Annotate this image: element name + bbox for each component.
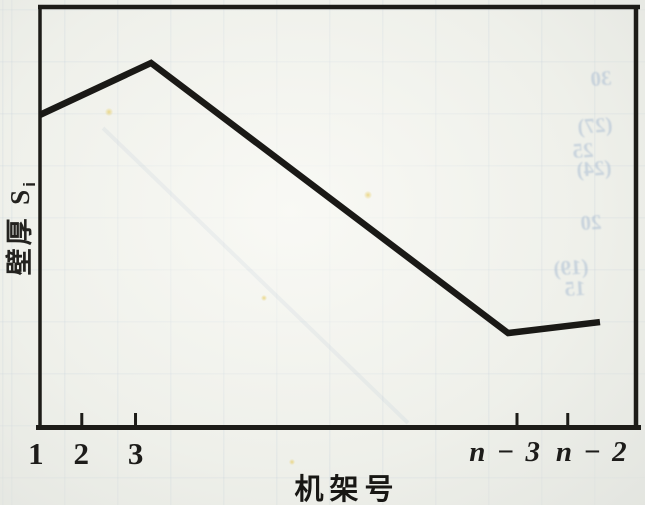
y-axis-title: 壁厚 Si <box>0 127 40 327</box>
yellow-speck-artifact <box>105 108 113 116</box>
x-tick-label: 3 <box>127 436 145 471</box>
wall-thickness-line-series <box>38 59 601 337</box>
x-axis-title: 机架号 <box>294 474 400 506</box>
y-axis-title-cjk: 壁厚 <box>4 204 35 276</box>
bleed-through-text: 20 <box>579 209 603 236</box>
y-axis-title-symbol: S <box>4 186 35 205</box>
x-tick-label: n − 3 <box>469 436 543 468</box>
bleed-through-text: (24) <box>575 155 613 182</box>
y-axis-title-subscript: i <box>20 179 40 187</box>
yellow-speck-artifact <box>289 459 295 465</box>
x-tick-label: 1 <box>28 436 45 471</box>
x-tick-label: n − 2 <box>555 436 629 468</box>
bleed-through-text: (27) <box>576 112 614 139</box>
bleed-through-text: 30 <box>589 65 613 92</box>
x-tick-marks <box>80 413 570 427</box>
x-tick-label: 2 <box>73 436 91 471</box>
yellow-speck-artifact <box>364 191 372 199</box>
yellow-speck-artifact <box>261 295 267 301</box>
bleed-line-artifact <box>101 126 410 425</box>
bleed-through-text: 15 <box>563 275 587 302</box>
